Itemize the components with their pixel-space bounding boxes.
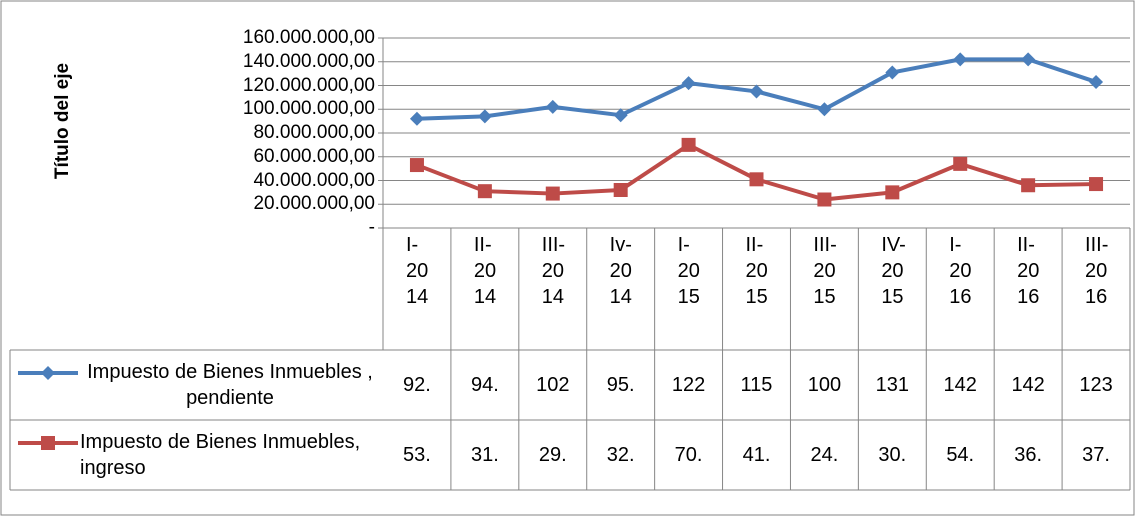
data-point <box>409 158 424 173</box>
data-label: 31. <box>470 444 499 466</box>
x-tick-label: III-2015 <box>813 234 837 308</box>
data-label: 94. <box>470 374 499 396</box>
data-label: 29. <box>538 444 567 466</box>
legend-marker <box>41 436 55 450</box>
y-tick-label: 160.000.000,00 <box>242 27 375 48</box>
data-label: 102 <box>536 374 570 396</box>
x-tick-label: III-2014 <box>541 234 566 308</box>
data-label: 123 <box>1079 374 1113 396</box>
x-tick-label: II-2014 <box>473 234 497 308</box>
data-label: 131 <box>875 374 909 396</box>
data-point <box>477 109 492 124</box>
data-label: 142 <box>943 374 977 396</box>
data-label: 36. <box>1014 444 1043 466</box>
data-point <box>749 172 764 187</box>
y-tick-label: - <box>368 217 375 238</box>
y-tick-label: 60.000.000,00 <box>253 145 375 167</box>
data-point <box>681 76 696 91</box>
x-tick-label: II-2016 <box>1017 234 1040 308</box>
data-label: 53. <box>403 444 431 466</box>
series-line <box>416 142 1097 202</box>
x-tick-label: IV-2015 <box>881 234 906 308</box>
data-point <box>409 111 424 126</box>
data-point <box>817 102 832 117</box>
data-point <box>545 186 560 201</box>
data-label: 37. <box>1082 444 1110 466</box>
data-point <box>545 99 560 114</box>
x-tick-label: III-2016 <box>1085 234 1109 308</box>
data-point <box>749 84 764 99</box>
data-point <box>1089 74 1104 89</box>
data-point <box>953 156 968 171</box>
x-tick-label: II-2015 <box>745 234 768 308</box>
data-label: 32. <box>606 444 635 466</box>
data-label: 30. <box>878 444 907 466</box>
chart-frame <box>0 0 1135 516</box>
data-point <box>1021 52 1036 67</box>
data-label: 115 <box>740 374 773 396</box>
data-point <box>953 52 968 67</box>
y-tick-label: 140.000.000,00 <box>242 50 375 72</box>
data-point <box>885 65 900 80</box>
data-label: 24. <box>810 444 839 466</box>
data-point <box>477 184 492 199</box>
data-label: 122 <box>671 374 706 396</box>
y-tick-label: 120.000.000,00 <box>242 74 375 96</box>
data-label: 142 <box>1011 374 1045 396</box>
data-point <box>613 183 628 197</box>
data-label: 70. <box>674 444 703 466</box>
legend-label: Impuesto de Bienes Inmuebles , pendiente <box>87 361 373 409</box>
x-tick-label: I-2014 <box>405 234 429 308</box>
data-label: 100 <box>807 374 842 396</box>
legend-marker <box>41 366 55 380</box>
y-axis-label: Título del eje <box>52 62 73 180</box>
data-label: 41. <box>742 444 771 466</box>
x-tick-label: I-2015 <box>677 234 700 308</box>
data-point <box>681 137 696 152</box>
data-label: 54. <box>946 444 975 466</box>
x-tick-label: Iv-2014 <box>609 234 632 308</box>
y-tick-label: 40.000.000,00 <box>253 169 375 191</box>
data-label: 95. <box>606 374 635 396</box>
y-tick-label: 20.000.000,00 <box>253 193 375 215</box>
legend-label: Impuesto de Bienes Inmuebles, ingreso <box>80 431 361 479</box>
data-point <box>817 192 832 207</box>
data-point <box>1021 178 1036 193</box>
data-label: 92. <box>403 374 431 396</box>
x-tick-label: I-2016 <box>949 234 972 308</box>
data-point <box>613 108 628 123</box>
data-point <box>1089 177 1104 192</box>
y-tick-label: 80.000.000,00 <box>253 122 375 143</box>
y-tick-label: 100.000.000,00 <box>242 98 375 120</box>
data-point <box>885 185 900 200</box>
